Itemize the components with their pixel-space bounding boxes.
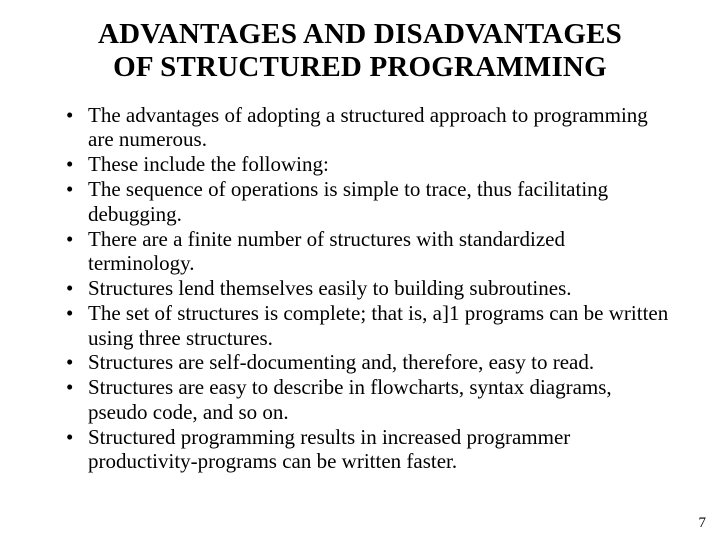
list-item: The set of structures is complete; that … bbox=[88, 301, 680, 351]
list-item: Structures are easy to describe in flowc… bbox=[88, 375, 680, 425]
bullet-text: The set of structures is complete; that … bbox=[88, 301, 668, 350]
bullet-text: The advantages of adopting a structured … bbox=[88, 103, 648, 152]
title-line-1: ADVANTAGES AND DISADVANTAGES bbox=[98, 18, 622, 50]
list-item: The advantages of adopting a structured … bbox=[88, 103, 680, 153]
slide: ADVANTAGES AND DISADVANTAGES OF STRUCTUR… bbox=[0, 0, 720, 540]
list-item: Structured programming results in increa… bbox=[88, 425, 680, 475]
bullet-list: The advantages of adopting a structured … bbox=[40, 103, 680, 474]
bullet-text: These include the following: bbox=[88, 152, 329, 176]
bullet-text: Structured programming results in increa… bbox=[88, 425, 570, 474]
list-item: There are a finite number of structures … bbox=[88, 227, 680, 277]
list-item: These include the following: bbox=[88, 152, 680, 177]
bullet-text: Structures are easy to describe in flowc… bbox=[88, 375, 612, 424]
bullet-text: The sequence of operations is simple to … bbox=[88, 177, 608, 226]
bullet-text: There are a finite number of structures … bbox=[88, 227, 565, 276]
bullet-text: Structures lend themselves easily to bui… bbox=[88, 276, 572, 300]
bullet-text: Structures are self-documenting and, the… bbox=[88, 350, 594, 374]
page-number: 7 bbox=[699, 515, 707, 532]
list-item: Structures lend themselves easily to bui… bbox=[88, 276, 680, 301]
title-line-2: OF STRUCTURED PROGRAMMING bbox=[113, 51, 607, 83]
list-item: Structures are self-documenting and, the… bbox=[88, 350, 680, 375]
slide-title: ADVANTAGES AND DISADVANTAGES OF STRUCTUR… bbox=[40, 18, 680, 85]
list-item: The sequence of operations is simple to … bbox=[88, 177, 680, 227]
